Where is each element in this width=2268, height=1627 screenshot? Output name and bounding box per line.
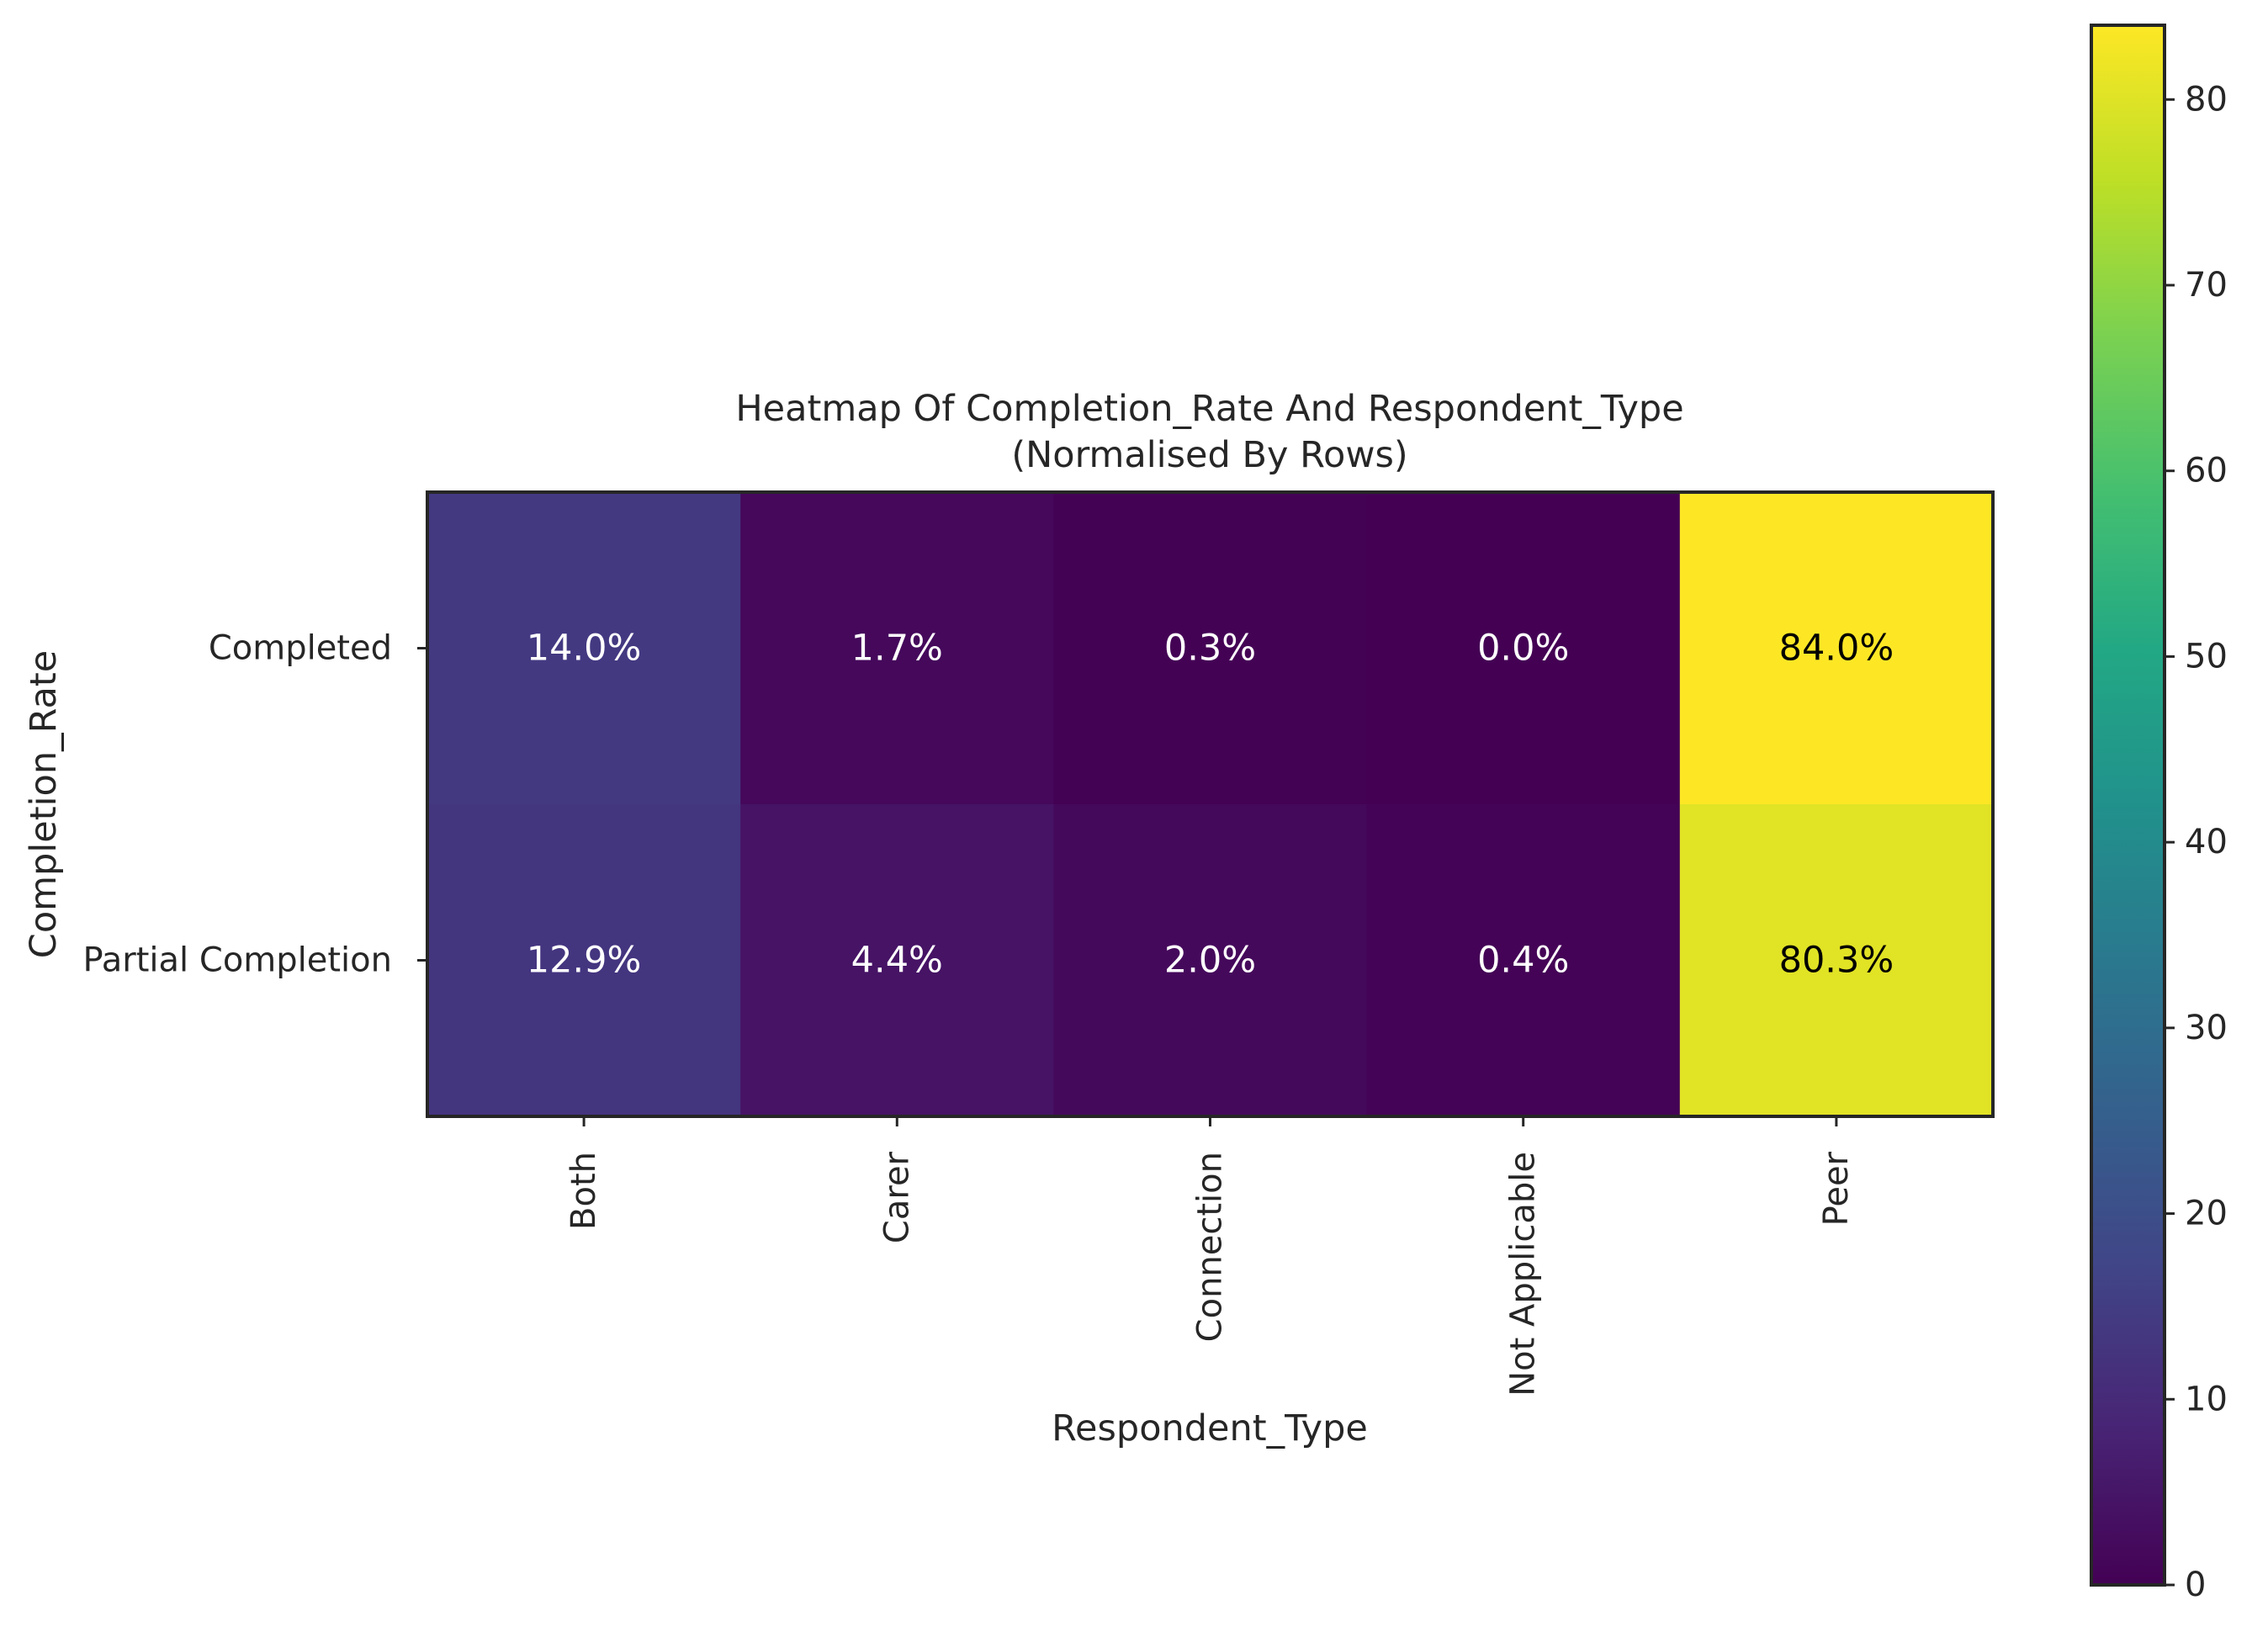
cell-value-label: 0.4% [1477, 940, 1569, 982]
heatmap-cell [1053, 492, 1368, 805]
colorbar [2090, 24, 2166, 1587]
y-tick-label: Completed [209, 629, 392, 668]
cell-value-label: 0.0% [1477, 628, 1569, 670]
cell-value-label: 0.3% [1164, 628, 1256, 670]
x-tick-label: Both [564, 1152, 603, 1230]
colorbar-tick-label: 60 [2185, 452, 2228, 490]
cell-value-label: 1.7% [851, 628, 943, 670]
heatmap-cells [427, 492, 1994, 1117]
heatmap-cell [740, 492, 1054, 805]
cell-value-label: 2.0% [1164, 940, 1256, 982]
colorbar-tick-label: 30 [2185, 1009, 2228, 1047]
heatmap-cell [1679, 492, 1994, 805]
colorbar-tick-label: 40 [2185, 823, 2228, 861]
heatmap-cell-labels: 14.0% 1.7% 0.3% 0.0% 84.0% 12.9% 4.4% 2.0% 0.4% 8… [527, 628, 1894, 982]
heatmap-cell [1053, 804, 1368, 1117]
heatmap-cell [740, 804, 1054, 1117]
colorbar-ticks: 0 10 20 30 40 50 60 70 80 [2165, 80, 2228, 1604]
cell-value-label: 80.3% [1779, 940, 1894, 982]
heatmap-cell [1366, 804, 1681, 1117]
colorbar-tick-label: 50 [2185, 637, 2228, 676]
heatmap-cell [1679, 804, 1994, 1117]
cell-value-label: 14.0% [527, 628, 642, 670]
cell-value-label: 4.4% [851, 940, 943, 982]
chart-subtitle: (Normalised By Rows) [1011, 434, 1407, 476]
colorbar-tick-label: 20 [2185, 1195, 2228, 1233]
y-tick-label: Partial Completion [82, 941, 392, 980]
heatmap-cell [427, 492, 741, 805]
heatmap-cell [1366, 492, 1681, 805]
x-tick-label: Not Applicable [1504, 1152, 1543, 1396]
colorbar-tick-label: 0 [2185, 1566, 2206, 1604]
x-tick-label: Peer [1817, 1151, 1856, 1226]
cell-value-label: 12.9% [527, 940, 642, 982]
y-axis-ticks: Completed Partial Completion [82, 629, 427, 980]
y-axis-label: Completion_Rate [23, 650, 65, 958]
x-axis-ticks: Both Carer Connection Not Applicable Peer [564, 1116, 1856, 1396]
colorbar-tick-label: 70 [2185, 266, 2228, 305]
heatmap-cell [427, 804, 741, 1117]
x-tick-label: Connection [1191, 1152, 1230, 1342]
chart-title: Heatmap Of Completion_Rate And Responden… [735, 388, 1683, 430]
x-axis-label: Respondent_Type [1052, 1407, 1368, 1449]
cell-value-label: 84.0% [1779, 628, 1894, 670]
colorbar-tick-label: 80 [2185, 80, 2228, 119]
x-tick-label: Carer [877, 1151, 916, 1243]
colorbar-tick-label: 10 [2185, 1380, 2228, 1418]
